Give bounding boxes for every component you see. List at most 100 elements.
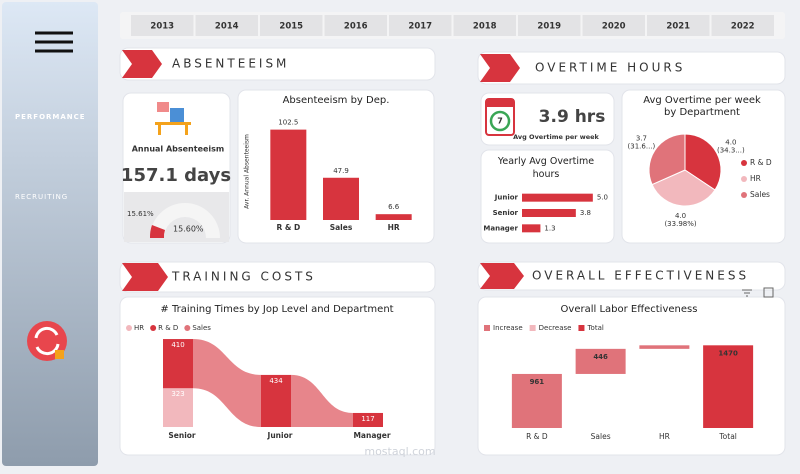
legend-label: Increase — [493, 324, 523, 332]
legend-label: HR — [750, 174, 761, 183]
kpi-label: Avg Overtime per week — [513, 133, 599, 141]
year-button[interactable] — [389, 15, 452, 36]
y-tick-label: Senior — [493, 209, 519, 217]
data-label: 1.3 — [544, 224, 555, 232]
kpi-value: 3.9 hrs — [539, 107, 606, 127]
y-tick-label: Junior — [494, 194, 519, 202]
year-label[interactable]: 2018 — [473, 22, 497, 32]
x-tick-label: Total — [718, 432, 737, 441]
legend-label: R & D — [750, 158, 772, 167]
legend-swatch — [150, 325, 157, 331]
section-header: OVERTIME HOURS — [477, 51, 786, 85]
year-button[interactable] — [647, 15, 710, 36]
data-label: 6.6 — [388, 203, 400, 211]
year-button[interactable] — [260, 15, 323, 36]
data-label: 961 — [530, 378, 545, 386]
x-tick-label: Manager — [353, 431, 390, 440]
legend-label: HR — [134, 324, 144, 332]
legend-label: R & D — [158, 324, 178, 332]
legend-swatch — [741, 192, 747, 198]
gauge-track — [150, 203, 220, 238]
year-button[interactable] — [195, 15, 259, 36]
bar — [511, 373, 562, 428]
data-label: 434 — [269, 377, 283, 385]
year-button[interactable] — [324, 15, 388, 36]
nav-item[interactable]: RECRUITING — [15, 193, 68, 201]
legend-swatch — [578, 325, 585, 331]
x-tick-label: Sales — [591, 432, 611, 441]
year-label[interactable]: 2015 — [279, 22, 303, 32]
year-label[interactable]: 2017 — [408, 22, 432, 32]
data-label: (33.98%) — [664, 220, 696, 228]
clock-icon: 7 — [485, 98, 515, 136]
section-title: OVERALL EFFECTIVENESS — [532, 269, 749, 283]
pie-slice — [648, 133, 686, 186]
x-tick-label: HR — [388, 223, 400, 232]
legend-label: Total — [586, 324, 603, 332]
section-title: TRAINING COSTS — [171, 270, 316, 284]
data-label: (34.3...) — [717, 146, 745, 154]
year-label[interactable]: 2014 — [215, 22, 239, 32]
section-header: TRAINING COSTS — [119, 261, 436, 293]
legend-swatch — [529, 325, 536, 331]
data-label: 3.7 — [636, 135, 647, 143]
x-tick-label: Junior — [267, 431, 293, 440]
bar — [375, 214, 412, 220]
legend-label: Decrease — [539, 324, 572, 332]
year-label[interactable]: 2021 — [666, 22, 690, 32]
x-tick-label: R & D — [526, 432, 548, 441]
y-tick-label: Manager — [483, 224, 518, 232]
legend-swatch — [741, 160, 747, 166]
menu-icon[interactable] — [35, 31, 73, 53]
bar-segment — [261, 374, 291, 427]
year-button[interactable] — [518, 15, 581, 36]
year-label[interactable]: 2022 — [731, 22, 755, 32]
year-label[interactable]: 2016 — [344, 22, 368, 32]
kpi-label: Annual Absenteeism — [132, 145, 225, 154]
data-label: (31.6...) — [628, 143, 656, 151]
pie-slice — [651, 169, 716, 207]
bar — [522, 224, 541, 233]
watermark: mostaql.com — [364, 445, 435, 458]
data-label: 4.0 — [725, 138, 736, 146]
sidebar — [2, 2, 98, 466]
section-title: ABSENTEEISM — [172, 57, 289, 71]
section-header: ABSENTEEISM — [119, 47, 436, 81]
year-button[interactable] — [131, 15, 194, 36]
legend-swatch — [126, 325, 132, 331]
x-tick-label: HR — [659, 432, 670, 441]
data-label: 4.0 — [675, 212, 686, 220]
nav-item[interactable]: PERFORMANCE — [15, 113, 86, 121]
legend-label: Sales — [750, 190, 770, 199]
logo — [27, 321, 67, 361]
legend-swatch — [741, 176, 747, 182]
year-label[interactable]: 2019 — [537, 22, 561, 32]
legend-label: Sales — [192, 324, 211, 332]
year-button[interactable] — [453, 15, 517, 36]
year-button[interactable] — [711, 15, 775, 36]
gauge-value: 15.60% — [173, 225, 204, 234]
data-label: 3.8 — [580, 209, 591, 217]
bar — [703, 345, 754, 428]
ribbon — [193, 339, 261, 427]
desk-icon — [155, 102, 191, 135]
chart-title: Overall Labor Effectiveness — [561, 304, 698, 315]
data-label: 102.5 — [278, 119, 298, 127]
data-label: 117 — [361, 415, 374, 423]
year-button[interactable] — [582, 15, 646, 36]
data-label: 47.9 — [333, 167, 349, 175]
year-label[interactable]: 2013 — [150, 22, 174, 32]
bar-segment — [163, 339, 193, 389]
visual-controls[interactable] — [742, 287, 774, 298]
x-tick-label: R & D — [276, 223, 300, 232]
bar — [639, 345, 690, 349]
data-label: 446 — [593, 353, 608, 361]
bar-segment — [353, 412, 383, 427]
data-label: 5.0 — [597, 194, 608, 202]
y-axis-title: Avr. Annual Absenteeism — [244, 134, 251, 209]
section-title: OVERTIME HOURS — [535, 61, 685, 75]
year-label[interactable]: 2020 — [602, 22, 626, 32]
legend-swatch — [184, 325, 191, 331]
legend-swatch — [484, 325, 490, 331]
